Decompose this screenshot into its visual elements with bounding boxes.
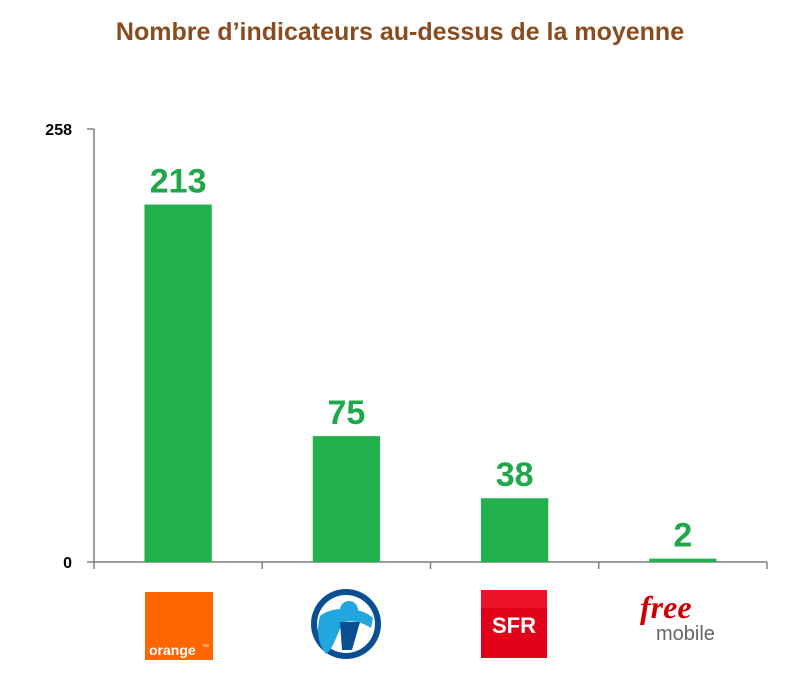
chart-title: Nombre d’indicateurs au-dessus de la moy… <box>115 18 685 46</box>
data-label: 213 <box>150 163 207 201</box>
free-mobile-logo: free mobile <box>640 589 715 645</box>
orange-logo-square <box>145 592 213 660</box>
data-label: 2 <box>673 517 692 555</box>
data-labels-group: 213 75 38 2 <box>150 163 693 555</box>
sfr-logo: SFR <box>481 590 547 658</box>
sfr-logo-text: SFR <box>492 613 536 638</box>
sfr-logo-square <box>481 590 547 658</box>
bar <box>649 558 717 562</box>
bouygues-logo-head <box>340 601 358 619</box>
y-tick-label: 0 <box>63 555 72 572</box>
bar <box>144 204 212 562</box>
bouygues-logo-body <box>340 622 360 650</box>
orange-logo-text: orange <box>149 642 196 658</box>
orange-logo-mark: ™ <box>202 644 209 651</box>
bouygues-logo <box>311 589 381 659</box>
data-label: 75 <box>327 394 365 432</box>
bar <box>480 498 549 562</box>
free-logo-subtext: mobile <box>656 623 715 645</box>
bar <box>312 436 381 562</box>
sfr-logo-shine <box>481 590 547 608</box>
bars-group <box>144 204 717 562</box>
data-label: 38 <box>496 456 534 494</box>
orange-logo: orange ™ <box>145 592 213 660</box>
free-logo-text: free <box>640 589 692 625</box>
y-tick-label: 258 <box>45 122 72 139</box>
bouygues-logo-swoosh <box>318 608 373 654</box>
